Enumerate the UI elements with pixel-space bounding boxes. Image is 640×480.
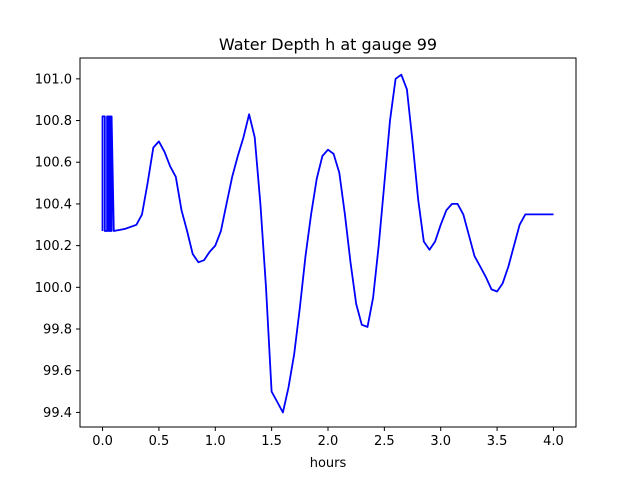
x-tick-label: 0.0	[92, 434, 113, 449]
plot-area	[101, 73, 554, 414]
x-tick-label: 4.0	[543, 434, 564, 449]
x-axis: 0.0 0.5 1.0 1.5 2.0 2.5 3.0 3.5 4.0	[92, 427, 564, 449]
y-tick-label: 100.0	[35, 281, 72, 296]
y-tick-label: 100.8	[35, 114, 72, 129]
y-tick-label: 100.4	[35, 197, 72, 212]
x-tick-label: 1.0	[205, 434, 226, 449]
y-tick-label: 99.8	[43, 323, 72, 338]
x-tick-label: 0.5	[149, 434, 170, 449]
x-tick-label: 2.0	[318, 434, 339, 449]
x-tick-label: 3.5	[487, 434, 508, 449]
series-line	[101, 73, 554, 414]
x-tick-label: 3.0	[430, 434, 451, 449]
y-tick-label: 100.2	[35, 239, 72, 254]
y-tick-label: 101.0	[35, 72, 72, 87]
chart-title: Water Depth h at gauge 99	[219, 35, 437, 54]
x-axis-label: hours	[310, 456, 347, 471]
x-tick-label: 1.5	[261, 434, 282, 449]
x-tick-label: 2.5	[374, 434, 395, 449]
y-tick-label: 100.6	[35, 156, 72, 171]
y-tick-label: 99.4	[43, 406, 72, 421]
y-axis: 99.4 99.6 99.8 100.0 100.2 100.4 100.6 100.8 101…	[35, 72, 80, 421]
axes-frame	[79, 57, 577, 428]
y-tick-label: 99.6	[43, 364, 72, 379]
